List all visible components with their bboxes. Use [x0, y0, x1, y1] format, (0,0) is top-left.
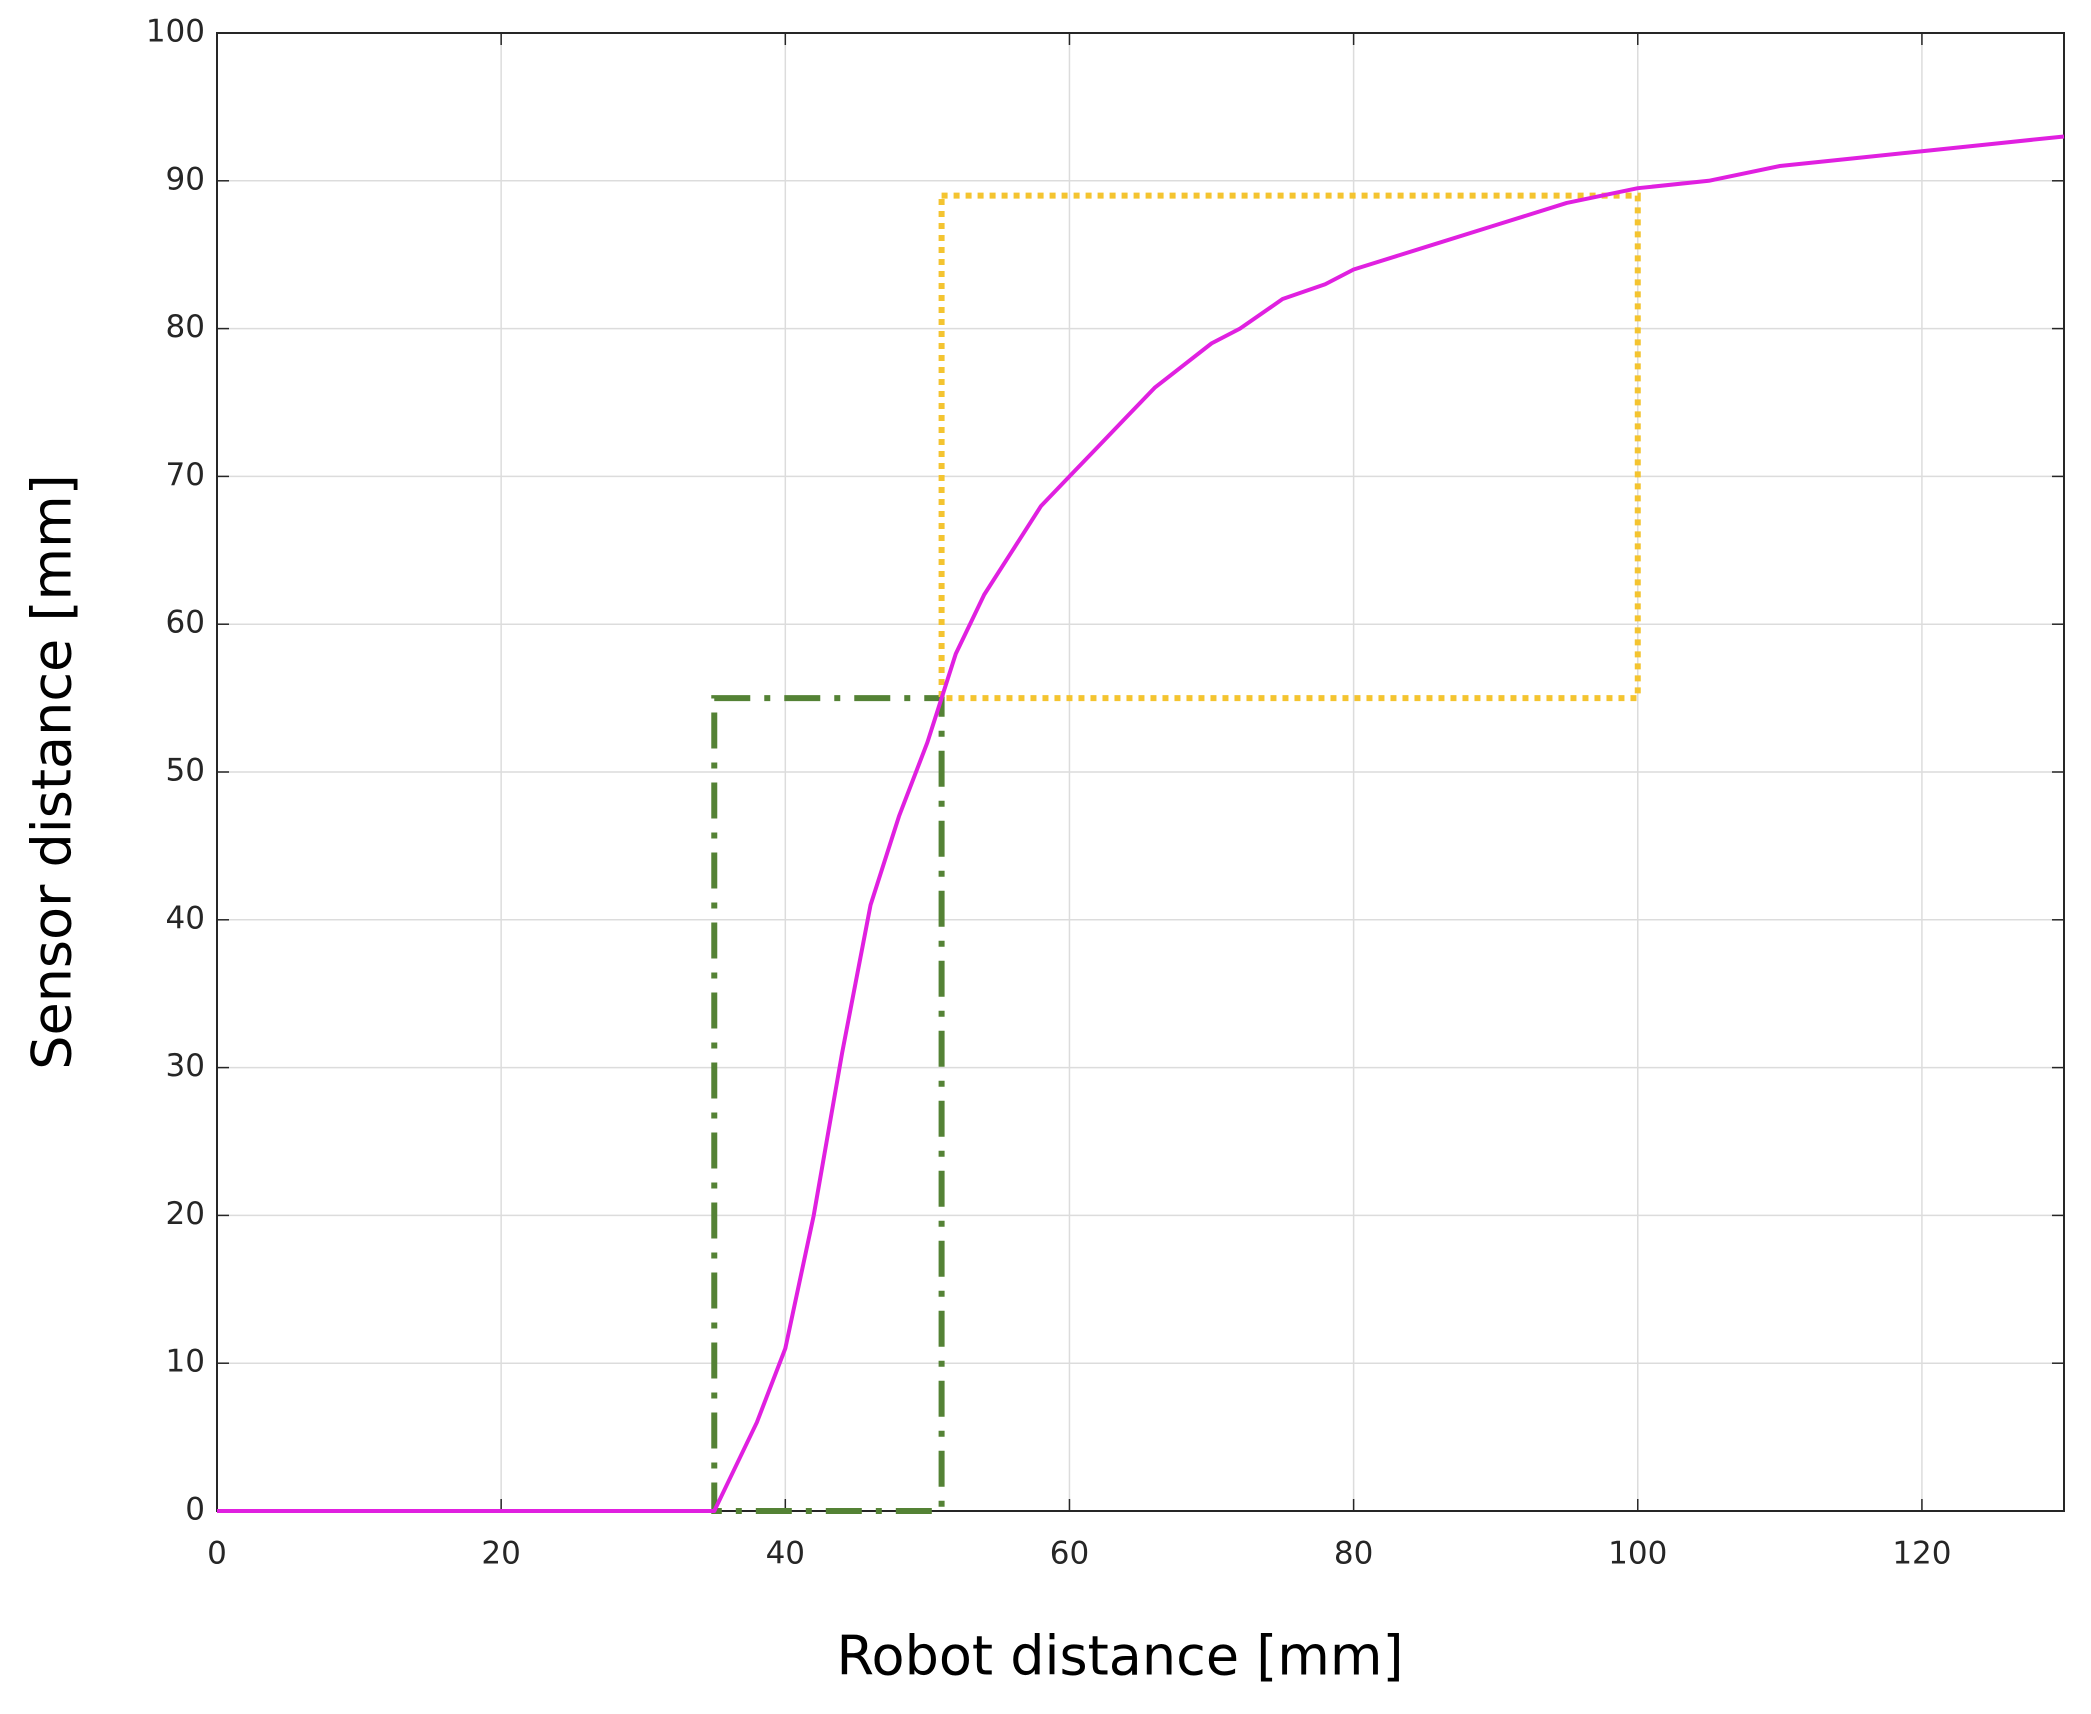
y-tick-label: 40	[166, 900, 205, 936]
y-tick-label: 10	[166, 1344, 205, 1380]
region-box	[711, 695, 945, 1514]
x-tick-label: 40	[766, 1536, 805, 1572]
y-tick-label: 60	[166, 605, 205, 641]
x-tick-label: 100	[1608, 1536, 1667, 1572]
y-tick-label: 90	[166, 161, 205, 197]
x-tick-label: 80	[1334, 1536, 1373, 1572]
x-axis-label: Robot distance [mm]	[836, 1625, 1403, 1688]
x-tick-label: 120	[1892, 1536, 1951, 1572]
y-tick-label: 100	[146, 14, 205, 50]
plot-frame	[216, 32, 2065, 1512]
x-tick-label: 60	[1050, 1536, 1089, 1572]
y-axis-label: Sensor distance [mm]	[21, 474, 84, 1070]
x-tick-label: 0	[207, 1536, 227, 1572]
y-tick-label: 50	[166, 753, 205, 789]
y-tick-label: 30	[166, 1048, 205, 1084]
y-tick-label: 0	[185, 1492, 205, 1528]
data-line	[217, 134, 2065, 1513]
y-tick-label: 80	[166, 309, 205, 345]
x-tick-label: 20	[481, 1536, 520, 1572]
y-tick-label: 70	[166, 457, 205, 493]
region-box	[938, 192, 1641, 702]
y-tick-label: 20	[166, 1196, 205, 1232]
